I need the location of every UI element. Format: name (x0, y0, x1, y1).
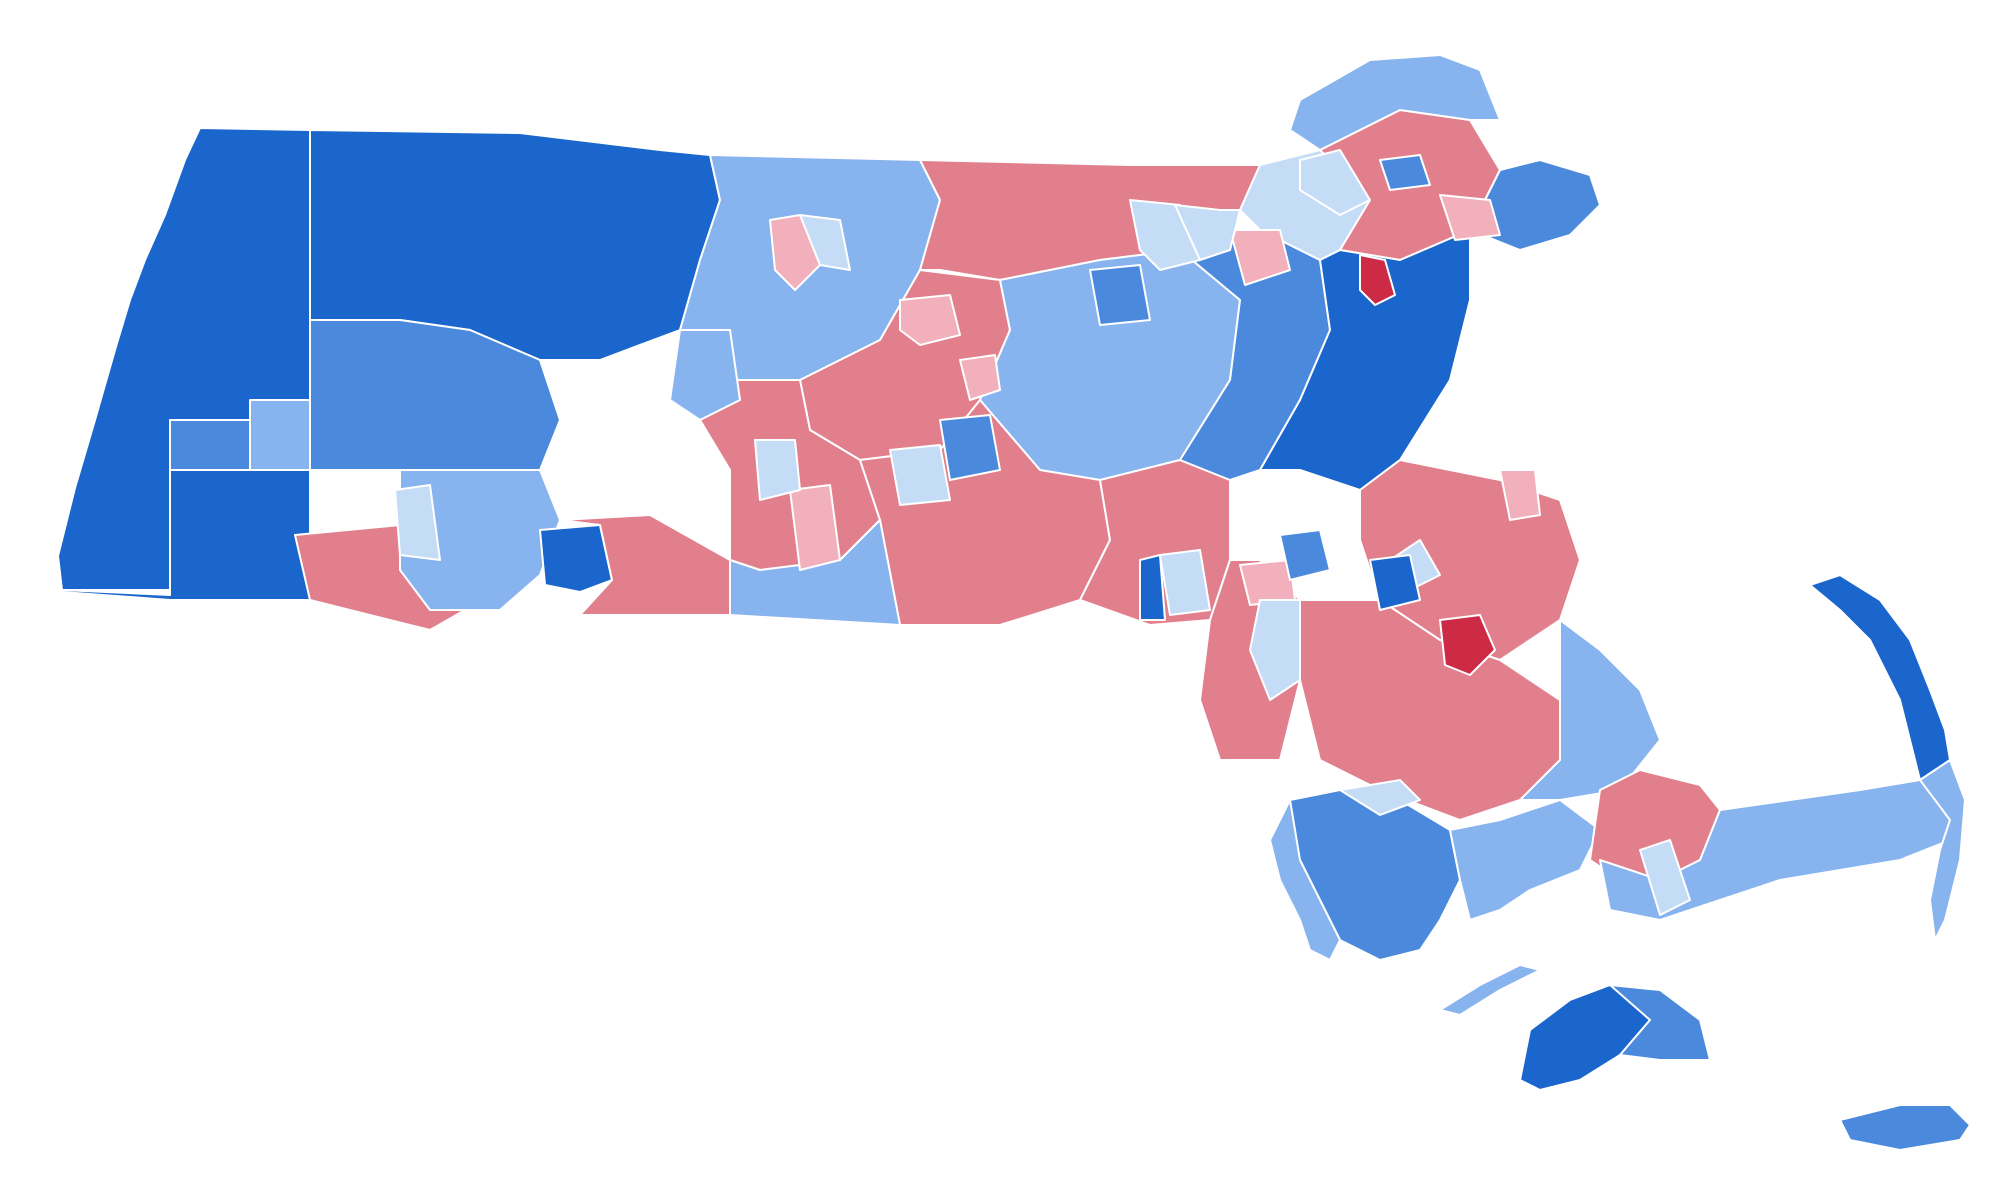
region-medium-blue-town-3 (1379, 154, 1431, 191)
region-medium-blue-town-6 (1279, 529, 1331, 581)
region-medium-blue-town-7 (669, 329, 741, 421)
region-medium-blue-town-2 (1089, 264, 1151, 326)
region-pioneer-valley-mid (309, 319, 561, 471)
region-faint-red-town-3 (1229, 229, 1291, 286)
region-cape-ann (1469, 159, 1601, 251)
region-medium-blue-town-5 (1139, 554, 1166, 621)
region-faint-blue-town-10 (1339, 779, 1421, 816)
region-worcester-south-west (729, 519, 901, 626)
region-faint-red-town-5 (1499, 469, 1541, 521)
region-plymouth-coast (1519, 619, 1661, 801)
region-buzzards-bay (1449, 799, 1601, 921)
region-strong-red-town-north (1359, 254, 1396, 306)
region-fall-river-west (1269, 799, 1341, 961)
region-medium-blue-town-4 (1369, 554, 1421, 611)
region-hampden-east (559, 514, 731, 616)
region-faint-red-town-7 (789, 484, 841, 571)
region-faint-blue-town-6 (394, 484, 441, 561)
region-medium-blue-town-8 (249, 399, 311, 471)
region-essex-north (1289, 54, 1501, 151)
region-faint-blue-town-11 (1639, 839, 1691, 916)
region-faint-blue-town-8 (1159, 549, 1211, 616)
region-strong-red-town-south (1439, 614, 1496, 676)
region-faint-red-town-4 (1439, 194, 1501, 241)
region-faint-blue-town-5 (889, 444, 951, 506)
region-faint-blue-town-3 (1174, 204, 1241, 261)
region-elizabeth-islands (1439, 964, 1541, 1016)
region-faint-red-town-8 (959, 354, 1001, 401)
region-medium-blue-town-9 (169, 419, 251, 471)
region-faint-blue-town-7 (754, 439, 801, 501)
region-outer-cape-lower (1919, 759, 1966, 941)
region-faint-blue-town-9 (1249, 599, 1301, 701)
region-medium-blue-town-1 (939, 414, 1001, 481)
region-faint-red-town-2 (899, 294, 961, 346)
region-nantucket (1839, 1104, 1971, 1151)
region-springfield (539, 524, 613, 593)
region-outer-cape (1809, 574, 1951, 781)
region-faint-blue-town-1 (799, 214, 851, 271)
region-marthas-vineyard-east (1609, 984, 1711, 1061)
region-faint-blue-town-4 (1299, 149, 1371, 216)
